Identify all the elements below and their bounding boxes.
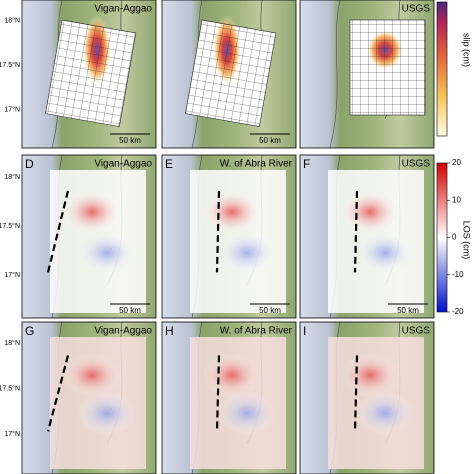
map-panel: G Vigan-Aggao [21,321,157,474]
fault-grid [45,19,137,127]
colorbar-tick-label: 10 [452,195,461,204]
scale-label: 50 km [259,306,281,315]
colorbar-label: slip (cm) [462,33,472,67]
fault-trace [215,355,221,432]
map-panel: F USGS 50 km [299,154,435,319]
latitude-label: 17.5°N [0,222,20,230]
panel-label: I [303,324,306,338]
panel-frame [161,154,297,319]
panel-title: Vigan-Aggao [94,159,152,170]
uplift-lobe [340,353,400,398]
panel-title: W. of Abra River [220,326,293,337]
subsidence-lobe [217,230,277,275]
fault-trace [46,355,70,432]
fault-trace [215,190,221,273]
scale-label: 50 km [119,136,141,145]
subsidence-lobe [355,391,415,436]
panel-label: F [303,157,310,171]
latitude-label: 17°N [4,105,20,113]
latitude-label: 17.5°N [0,61,20,69]
map-panel: H W. of Abra River [161,321,297,474]
fault-trace [353,355,359,432]
panel-title: Vigan-Aggao [94,326,152,337]
colorbar-tick-label: -10 [452,270,464,279]
subsidence-lobe [77,391,137,436]
panel-frame [21,154,157,319]
colorbar-tick-label: 20 [452,158,461,167]
uplift-lobe [340,190,400,235]
los-colorbar [436,162,448,313]
panel-title: Vigan-Aggao [94,4,152,15]
map-panel: 50 km [161,0,297,149]
latitude-label: 17°N [4,271,20,279]
panel-title: W. of Abra River [220,159,293,170]
latitude-label: 18°N [4,17,20,25]
panel-frame [161,321,297,474]
map-panel: E W. of Abra River 50 km [161,154,297,319]
colorbar-label: LOS (cm) [462,221,472,260]
scale-label: 50 km [397,306,419,315]
subsidence-lobe [77,230,137,275]
map-panel: D Vigan-Aggao 50 km [21,154,157,319]
fault-grid [185,19,277,127]
latitude-label: 18°N [4,173,20,181]
subsidence-lobe [355,230,415,275]
map-panel: Vigan-Aggao 50 km [21,0,157,149]
map-panel: USGS [299,0,435,149]
panel-label: H [165,324,174,338]
fault-grid [349,19,426,116]
panel-label: E [165,157,173,171]
scale-label: 50 km [119,306,141,315]
panel-title: USGS [402,4,431,15]
colorbar-tick-label: -20 [452,307,464,316]
uplift-lobe [202,190,262,235]
panel-label: D [25,157,34,171]
latitude-label: 17.5°N [0,385,20,393]
colorbar-tick-label: 0 [452,233,457,242]
latitude-label: 17°N [4,430,20,438]
panel-title: USGS [402,159,431,170]
panel-frame [299,154,435,319]
slip-colorbar [436,1,448,137]
uplift-lobe [62,353,122,398]
fault-trace [353,190,359,273]
uplift-lobe [62,190,122,235]
panel-label: G [25,324,34,338]
latitude-label: 18°N [4,339,20,347]
panel-frame [299,0,435,149]
panel-frame [161,0,297,149]
scale-label: 50 km [259,136,281,145]
fault-trace [46,190,70,273]
map-panel: I USGS [299,321,435,474]
coastline [329,0,341,149]
panel-title: USGS [402,326,431,337]
subsidence-lobe [217,391,277,436]
uplift-lobe [202,353,262,398]
panel-frame [299,321,435,474]
panel-frame [21,0,157,149]
panel-frame [21,321,157,474]
